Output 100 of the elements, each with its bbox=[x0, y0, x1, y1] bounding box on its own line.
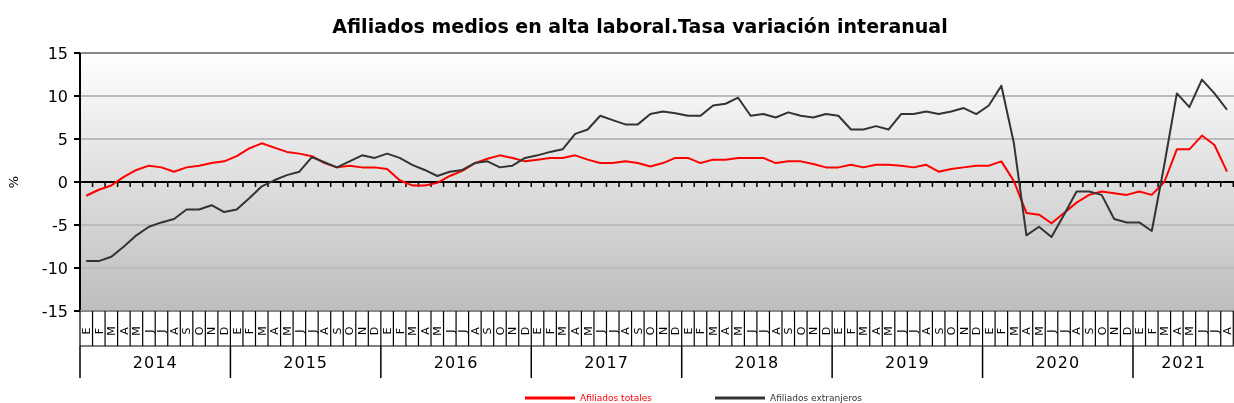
y-tick-label: -10 bbox=[41, 258, 68, 278]
x-tick-label: A bbox=[117, 326, 131, 335]
x-tick-label: D bbox=[1120, 326, 1134, 336]
x-tick-label: E bbox=[1133, 327, 1147, 335]
text: 2019 bbox=[884, 353, 930, 372]
x-tick-label: M bbox=[882, 326, 896, 336]
x-tick-label: M bbox=[280, 326, 294, 336]
x-tick-label: N bbox=[807, 326, 821, 336]
x-tick-label: A bbox=[418, 326, 432, 335]
x-tick-label: O bbox=[192, 326, 206, 336]
x-tick-label: O bbox=[945, 326, 959, 336]
y-tick-label: 5 bbox=[57, 129, 68, 149]
x-tick-label: D bbox=[819, 326, 833, 336]
y-tick-label: -5 bbox=[52, 215, 68, 235]
x-tick-label: E bbox=[681, 327, 695, 335]
x-tick-label: J bbox=[1208, 329, 1222, 334]
x-tick-label: O bbox=[343, 326, 357, 336]
x-tick-label: J bbox=[155, 329, 169, 334]
x-tick-label: M bbox=[1183, 326, 1197, 336]
x-tick-label: A bbox=[920, 326, 933, 335]
text: Afiliados totales bbox=[580, 393, 653, 403]
x-tick-label: N bbox=[957, 326, 971, 336]
x-tick-label: F bbox=[243, 327, 257, 335]
x-tick-label: O bbox=[644, 326, 658, 336]
x-tick-label: J bbox=[594, 329, 608, 334]
x-tick-label: S bbox=[782, 327, 796, 335]
x-tick-label: D bbox=[218, 326, 232, 336]
x-tick-label: M bbox=[706, 326, 720, 336]
x-tick-label: M bbox=[105, 326, 119, 336]
x-tick-label: N bbox=[506, 326, 520, 336]
x-tick-label: O bbox=[493, 326, 507, 336]
x-tick-label: E bbox=[531, 327, 545, 335]
x-tick-label: A bbox=[318, 326, 332, 335]
x-tick-label: M bbox=[1032, 326, 1046, 336]
x-tick-label: A bbox=[468, 326, 482, 335]
x-tick-label: A bbox=[268, 326, 282, 335]
x-tick-label: J bbox=[757, 329, 771, 334]
x-tick-label: A bbox=[869, 326, 883, 335]
x-tick-label: E bbox=[982, 327, 996, 335]
x-tick-label: M bbox=[406, 326, 420, 336]
y-tick-label: 15 bbox=[47, 43, 68, 63]
x-tick-label: M bbox=[255, 326, 269, 336]
x-tick-label: J bbox=[1045, 329, 1059, 334]
x-tick-label: J bbox=[456, 329, 470, 334]
text: Afiliados extranjeros bbox=[770, 393, 863, 403]
x-tick-label: M bbox=[556, 326, 570, 336]
x-tick-label: J bbox=[606, 329, 620, 334]
text: 2021 bbox=[1161, 353, 1206, 372]
x-tick-label: M bbox=[1007, 326, 1021, 336]
text: 2017 bbox=[584, 353, 629, 372]
x-tick-label: J bbox=[305, 329, 319, 334]
x-tick-label: S bbox=[1082, 327, 1096, 335]
x-tick-label: J bbox=[907, 329, 921, 334]
x-tick-label: J bbox=[443, 329, 457, 334]
x-tick-label: S bbox=[180, 327, 194, 335]
x-tick-label: J bbox=[894, 329, 908, 334]
x-tick-label: E bbox=[832, 327, 846, 335]
x-tick-label: A bbox=[1170, 326, 1184, 335]
x-tick-label: F bbox=[393, 327, 407, 335]
x-tick-label: M bbox=[130, 326, 144, 336]
x-tick-label: A bbox=[769, 326, 783, 335]
x-tick-label: M bbox=[581, 326, 595, 336]
x-tick-label: N bbox=[1108, 326, 1122, 336]
y-tick-label: 0 bbox=[57, 172, 68, 192]
x-tick-label: F bbox=[694, 327, 708, 335]
x-tick-label: F bbox=[1145, 327, 1159, 335]
x-tick-label: A bbox=[569, 326, 582, 335]
x-tick-label: E bbox=[80, 327, 94, 335]
chart-title: Afiliados medios en alta laboral.Tasa variación interanual bbox=[332, 15, 948, 37]
text: 2020 bbox=[1035, 353, 1081, 372]
x-tick-label: S bbox=[932, 327, 946, 335]
x-tick-label: M bbox=[1158, 326, 1172, 336]
text: 2015 bbox=[283, 353, 328, 372]
x-tick-label: J bbox=[142, 329, 156, 334]
y-tick-label: -15 bbox=[41, 301, 68, 321]
text: 2014 bbox=[132, 353, 178, 372]
x-tick-label: E bbox=[230, 327, 244, 335]
y-tick-label: 10 bbox=[47, 86, 68, 106]
x-tick-label: F bbox=[844, 327, 858, 335]
x-tick-label: J bbox=[1057, 329, 1071, 334]
x-tick-label: J bbox=[1195, 329, 1209, 334]
text: 2018 bbox=[734, 353, 780, 372]
x-tick-label: J bbox=[744, 329, 758, 334]
x-tick-label: A bbox=[619, 326, 633, 335]
x-tick-label: O bbox=[1095, 326, 1109, 336]
x-tick-label: A bbox=[167, 326, 181, 335]
x-tick-label: S bbox=[481, 327, 495, 335]
x-tick-label: M bbox=[857, 326, 871, 336]
x-tick-label: J bbox=[293, 329, 307, 334]
text: 2016 bbox=[433, 353, 479, 372]
x-tick-label: S bbox=[631, 327, 645, 335]
x-tick-label: S bbox=[330, 327, 344, 335]
x-tick-label: M bbox=[731, 326, 745, 336]
x-tick-label: D bbox=[669, 326, 683, 336]
x-tick-label: A bbox=[1070, 326, 1084, 335]
x-tick-label: A bbox=[1220, 326, 1234, 335]
x-tick-label: F bbox=[995, 327, 1009, 335]
x-tick-label: D bbox=[518, 326, 532, 336]
x-tick-label: M bbox=[431, 326, 445, 336]
x-tick-label: N bbox=[656, 326, 670, 336]
